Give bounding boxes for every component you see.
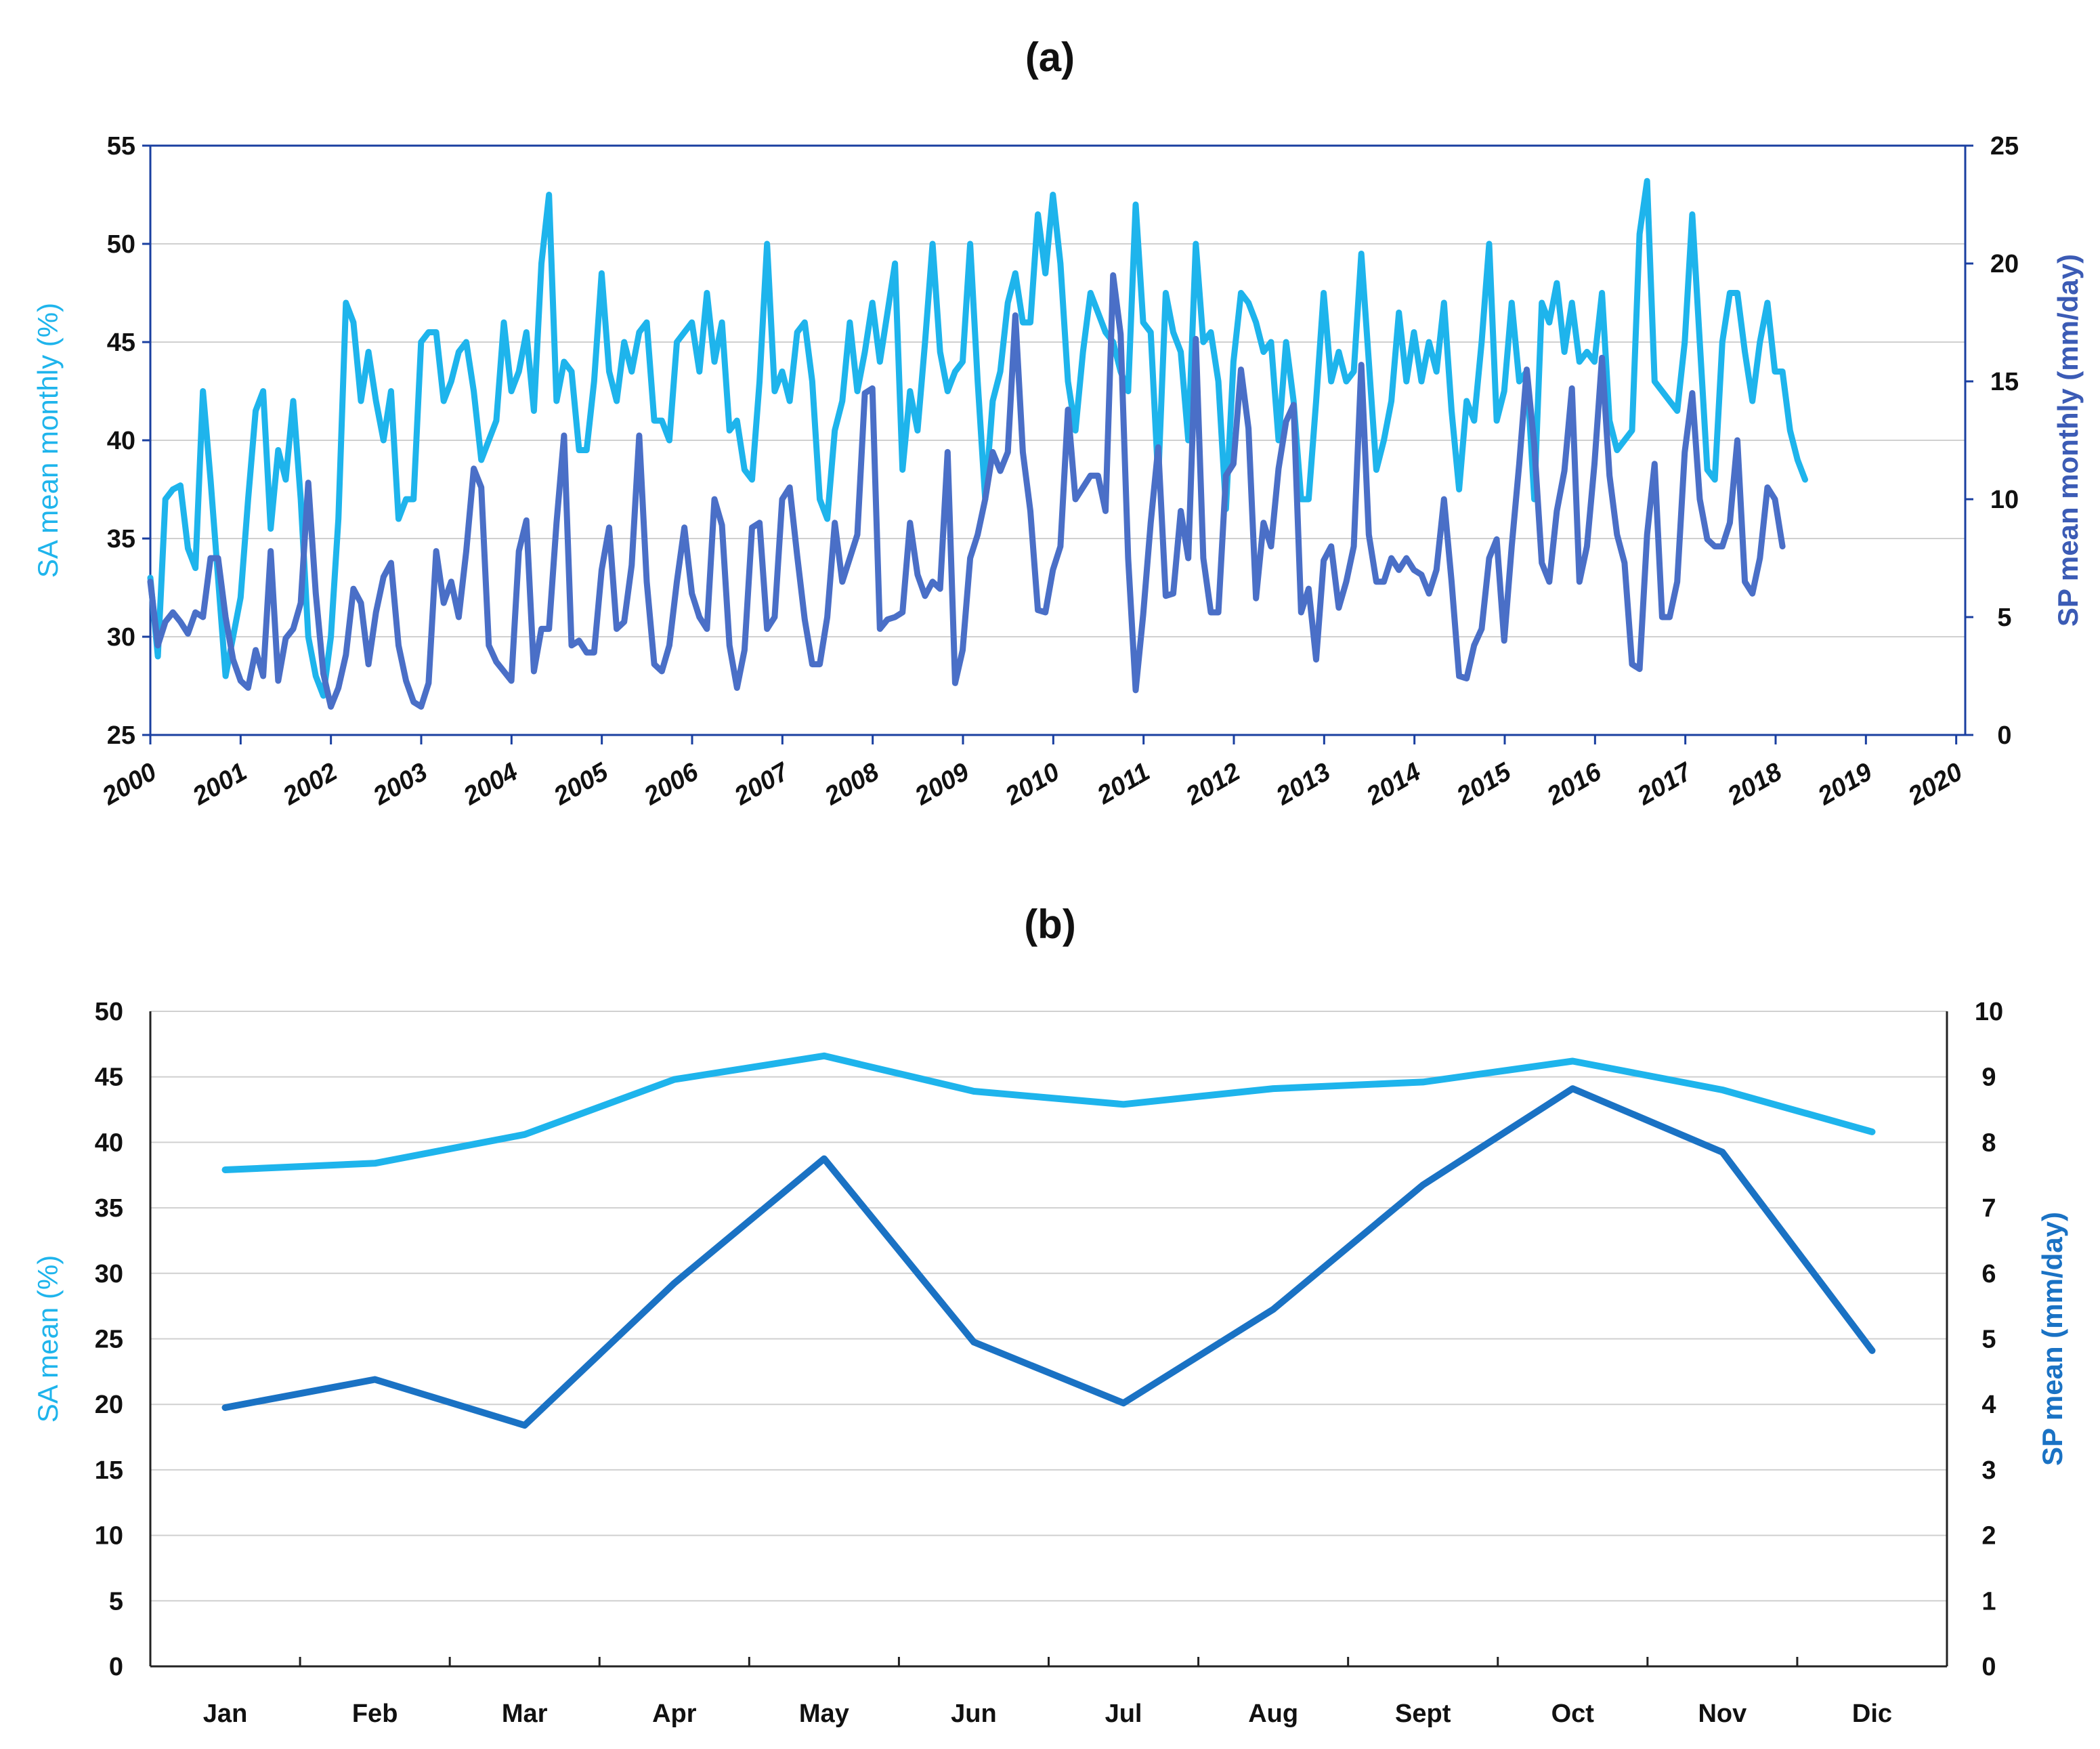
x-tick-label-b: Sept [1395,1700,1451,1728]
x-tick-label-a: 2006 [639,757,704,812]
x-tick-label-a: 2010 [1000,757,1065,811]
y-tick-label-right-a: 0 [1997,721,2011,750]
y-tick-label-right-b: 8 [1981,1129,1996,1157]
x-tick-label-a: 2011 [1092,757,1155,810]
y-tick-label-right-a: 20 [1990,250,2019,278]
y-tick-label-left-b: 35 [95,1194,123,1223]
y-tick-label-right-b: 6 [1981,1260,1996,1288]
y-tick-label-left-a: 40 [107,427,135,455]
x-tick-label-a: 2009 [909,757,974,811]
y-tick-label-right-b: 5 [1981,1326,1996,1354]
x-tick-label-a: 2007 [729,757,795,811]
y-tick-label-right-b: 4 [1981,1391,1996,1419]
x-tick-label-b: Jan [203,1700,247,1728]
x-tick-label-b: Aug [1248,1700,1298,1728]
x-tick-label-a: 2019 [1813,757,1877,811]
y-tick-label-right-a: 10 [1990,486,2019,514]
x-tick-label-b: Jul [1105,1700,1142,1728]
x-tick-label-b: Mar [502,1700,548,1728]
x-tick-label-a: 2003 [368,757,432,811]
y-tick-label-right-b: 0 [1981,1653,1996,1681]
y-tick-label-right-b: 9 [1981,1063,1996,1092]
x-tick-label-a: 2016 [1542,757,1607,812]
y-tick-label-left-a: 30 [107,623,135,652]
x-tick-label-b: Apr [652,1700,697,1728]
x-tick-label-b: Nov [1698,1700,1747,1728]
series-line-sp-a [147,272,1786,710]
x-tick-label-b: Oct [1551,1700,1595,1728]
x-tick-label-b: Feb [352,1700,398,1728]
y-tick-label-left-a: 45 [107,329,135,357]
y-tick-label-left-b: 40 [95,1129,123,1157]
y-tick-label-left-b: 30 [95,1260,123,1288]
y-axis-title-right-b: SP mean (mm/day) [2036,1212,2068,1466]
y-tick-label-right-b: 10 [1975,998,2003,1026]
y-tick-label-right-a: 25 [1990,132,2019,161]
y-tick-label-left-b: 50 [95,998,123,1026]
y-tick-label-left-b: 25 [95,1326,123,1354]
y-tick-label-left-b: 20 [95,1391,123,1419]
x-tick-label-a: 2013 [1271,757,1335,811]
y-axis-title-right-a: SP mean monthly (mm/day) [2052,254,2084,627]
x-tick-label-b: Jun [951,1700,997,1728]
x-tick-label-b: Dic [1852,1700,1892,1728]
x-tick-label-a: 2014 [1361,757,1426,811]
y-tick-label-left-b: 0 [109,1653,123,1681]
x-tick-label-a: 2015 [1451,757,1516,812]
y-tick-label-left-b: 5 [109,1587,123,1616]
x-tick-label-a: 2004 [458,757,523,811]
x-tick-label-a: 2000 [97,757,161,811]
series-line-sa-b [221,1052,1876,1173]
y-tick-label-right-b: 3 [1981,1456,1996,1485]
y-tick-label-right-b: 7 [1981,1194,1996,1223]
y-tick-label-left-a: 25 [107,721,135,750]
x-tick-label-a: 2001 [188,757,252,811]
y-axis-title-left-a: SA mean monthly (%) [32,303,64,578]
x-tick-label-a: 2018 [1722,757,1787,812]
y-tick-label-left-b: 15 [95,1456,123,1485]
x-tick-label-a: 2002 [278,757,342,811]
panel-a-title: (a) [1025,35,1075,80]
panel-b-title: (b) [1024,902,1076,947]
x-tick-label-a: 2017 [1632,757,1698,811]
y-tick-label-right-b: 2 [1981,1522,1996,1551]
y-tick-label-right-a: 15 [1990,368,2019,396]
x-tick-label-a: 2008 [819,757,884,812]
y-tick-label-right-b: 1 [1981,1587,1996,1616]
y-tick-label-left-a: 55 [107,132,135,161]
x-tick-label-a: 2020 [1903,757,1967,811]
y-tick-label-left-a: 50 [107,230,135,259]
y-tick-label-left-b: 45 [95,1063,123,1092]
y-tick-label-left-b: 10 [95,1522,123,1551]
x-tick-label-b: May [799,1700,849,1728]
y-axis-title-left-b: SA mean (%) [32,1255,64,1423]
x-tick-label-a: 2005 [549,757,614,812]
y-tick-label-right-a: 5 [1997,604,2011,632]
x-tick-label-a: 2012 [1180,757,1245,811]
y-tick-label-left-a: 35 [107,525,135,553]
series-line-sp-b [221,1085,1876,1429]
